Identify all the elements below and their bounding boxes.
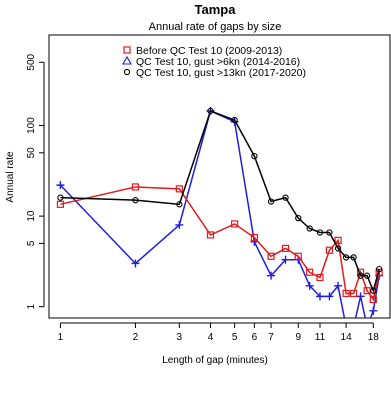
- data-point: [350, 254, 357, 261]
- data-point: [230, 117, 239, 126]
- y-tick-label: 5: [26, 240, 37, 246]
- legend-entry: QC Test 10, gust >13kn (2017-2020): [136, 67, 306, 79]
- x-tick-label: 4: [208, 332, 214, 343]
- legend-entry: QC Test 10, gust >6kn (2014-2016): [136, 56, 300, 68]
- data-point: [131, 183, 140, 191]
- y-tick-label: 500: [26, 53, 37, 70]
- y-tick-label: 50: [26, 147, 37, 159]
- data-point: [175, 185, 183, 193]
- data-point: [175, 220, 184, 229]
- legend-marker: [123, 68, 131, 76]
- data-point: [357, 272, 364, 279]
- data-point: [267, 198, 275, 205]
- data-point: [295, 214, 302, 222]
- data-point: [281, 255, 290, 264]
- axes-layer: 1 2 3 4 5 6 7 9 11 14 18 1 5 10 50 100 500: [26, 53, 379, 343]
- data-point: [363, 323, 371, 331]
- data-point: [334, 281, 343, 290]
- x-axis-label: Length of gap (minutes): [162, 355, 268, 366]
- data-point: [294, 252, 302, 260]
- x-tick-label: 5: [232, 332, 238, 343]
- y-tick-label: 10: [26, 210, 37, 222]
- data-point: [376, 265, 383, 273]
- data-point: [281, 244, 290, 253]
- data-point: [315, 292, 324, 301]
- series-line: [59, 109, 380, 318]
- data-point: [131, 259, 140, 268]
- data-point: [206, 231, 215, 239]
- data-point: [231, 220, 239, 228]
- data-point: [306, 268, 314, 276]
- data-point: [305, 281, 314, 290]
- data-point: [267, 252, 275, 260]
- data-point: [251, 152, 258, 160]
- plot-frame: [48, 34, 391, 319]
- x-tick-label: 18: [368, 332, 380, 343]
- data-point: [363, 272, 371, 279]
- x-tick-label: 6: [252, 332, 258, 343]
- series-1: [56, 106, 384, 331]
- series-layer: [56, 106, 384, 331]
- y-axis-label: Annual rate: [5, 151, 16, 203]
- data-point: [56, 200, 65, 208]
- legend: Before QC Test 10 (2009-2013)QC Test 10,…: [122, 45, 306, 79]
- data-point: [325, 292, 334, 301]
- data-point: [316, 273, 324, 282]
- data-point: [325, 246, 334, 254]
- data-point: [250, 237, 259, 246]
- series-line: [60, 186, 380, 302]
- x-tick-label: 7: [268, 332, 274, 343]
- chart-title: Tampa: [195, 2, 237, 17]
- series-line: [60, 109, 380, 294]
- legend-entry: Before QC Test 10 (2009-2013): [136, 45, 282, 57]
- x-tick-label: 3: [177, 332, 183, 343]
- chart-subtitle: Annual rate of gaps by size: [149, 21, 282, 33]
- data-point: [326, 229, 333, 236]
- data-point: [132, 197, 139, 204]
- series-2: [57, 107, 383, 294]
- data-point: [250, 233, 258, 242]
- y-tick-label: 100: [26, 117, 37, 134]
- data-point: [334, 245, 342, 252]
- data-point: [363, 287, 371, 295]
- legend-marker: [123, 46, 131, 54]
- data-point: [316, 229, 324, 236]
- data-point: [356, 292, 365, 301]
- data-point: [350, 323, 358, 331]
- data-point: [342, 289, 350, 298]
- x-tick-label: 11: [315, 332, 326, 343]
- data-point: [57, 194, 64, 201]
- series-0: [56, 183, 383, 304]
- data-point: [207, 107, 214, 115]
- legend-marker: [122, 55, 132, 65]
- x-tick-label: 2: [133, 332, 139, 343]
- data-point: [282, 194, 289, 201]
- data-point: [342, 254, 350, 261]
- x-tick-label: 14: [341, 332, 353, 343]
- data-point: [56, 181, 65, 190]
- data-point: [267, 271, 276, 280]
- data-point: [369, 306, 378, 315]
- data-point: [306, 225, 313, 232]
- data-point: [369, 295, 377, 304]
- data-point: [231, 116, 238, 124]
- x-tick-label: 9: [295, 332, 301, 343]
- y-tick-label: 1: [26, 303, 37, 309]
- data-point: [176, 201, 183, 208]
- data-point: [334, 236, 342, 244]
- data-point: [370, 287, 377, 294]
- data-point: [349, 289, 358, 298]
- x-tick-label: 1: [58, 332, 64, 343]
